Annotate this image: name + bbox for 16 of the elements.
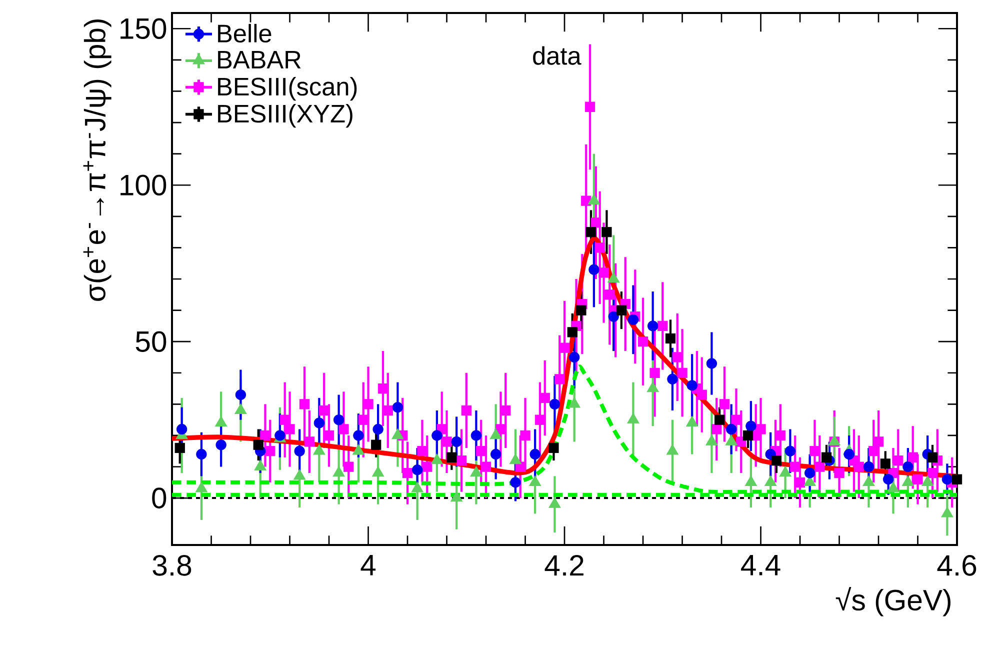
y-tick-label: 50 <box>136 331 166 352</box>
annotation: data <box>533 46 582 65</box>
y-tick-label: 100 <box>120 174 166 196</box>
y-tick-label: 0 <box>152 488 166 508</box>
x-tick-label: 3.8 <box>152 555 192 576</box>
legend-label: BESIII(XYZ) <box>218 104 352 128</box>
x-tick-label: 4 <box>360 555 376 576</box>
legend-label: BESIII(scan) <box>218 77 357 101</box>
text: σ(e$^{+}$e$^{-}$→π$^{+}$π$^{-}$J/ψ) (pb) <box>83 20 112 301</box>
legend-label: Belle <box>218 24 272 43</box>
legend-label: BABAR <box>218 50 301 68</box>
x-tick-label: 4.2 <box>544 555 584 576</box>
x-tick-label: 4.6 <box>937 555 976 576</box>
x-axis-title: √s (GeV) <box>836 587 950 616</box>
x-tick-label: 4.4 <box>741 555 780 576</box>
y-tick-label: 150 <box>120 18 166 40</box>
